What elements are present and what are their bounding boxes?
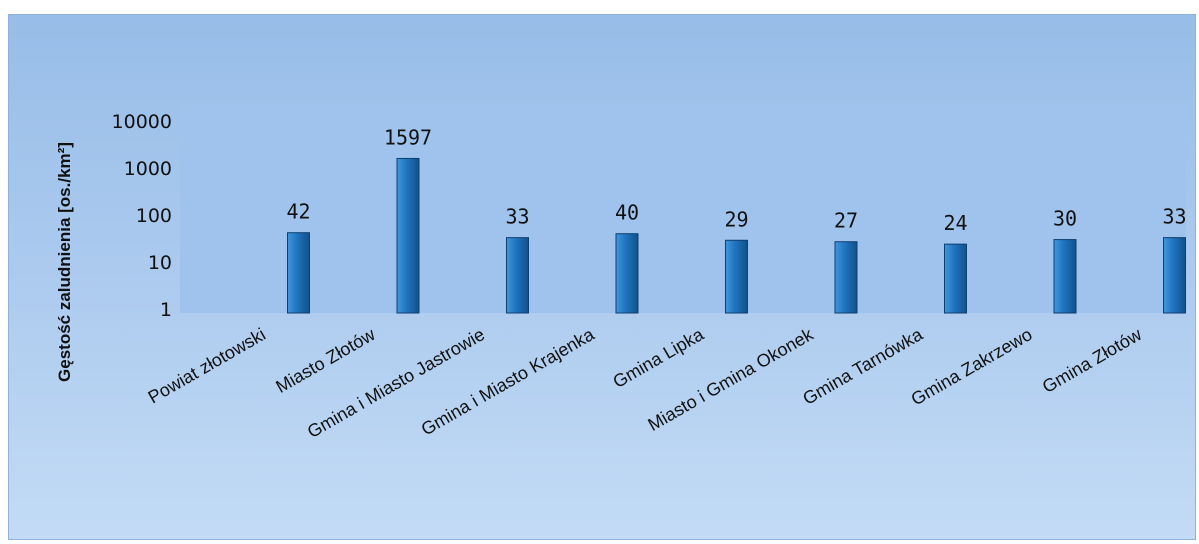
y-tick-label: 10 <box>148 252 172 274</box>
data-label: 29 <box>724 207 748 231</box>
data-label: 24 <box>943 211 967 235</box>
bar <box>1053 239 1077 314</box>
category-label: Gmina Złotów <box>1039 324 1146 397</box>
bar <box>1163 237 1186 314</box>
y-tick-label: 10000 <box>112 111 172 133</box>
category-label: Gmina Lipka <box>609 324 707 392</box>
bar <box>396 157 420 314</box>
bar <box>615 233 639 314</box>
category-label: Gmina i Miasto Jastrowie <box>304 324 488 442</box>
bar <box>944 243 967 314</box>
category-label: Gmina Zakrzewo <box>908 324 1036 409</box>
data-label: 33 <box>1162 205 1186 229</box>
category-label: Gmina Tarnówka <box>799 324 927 409</box>
y-tick-label: 1000 <box>124 158 172 180</box>
bar <box>287 232 310 314</box>
category-label: Powiat złotowski <box>145 324 269 407</box>
data-label: 1597 <box>384 125 432 149</box>
data-label: 27 <box>834 209 858 233</box>
y-axis-label: Gęstość zaludnienia [os./km²] <box>55 142 74 382</box>
y-tick-label: 1 <box>160 299 172 321</box>
data-label: 30 <box>1053 207 1077 231</box>
bar <box>725 239 748 314</box>
bar <box>506 237 529 314</box>
category-label: Miasto Złotów <box>272 324 379 397</box>
plot-area <box>180 105 1186 313</box>
category-label: Gmina i Miasto Krajenka <box>418 324 599 440</box>
data-label: 42 <box>286 200 310 224</box>
y-tick-label: 100 <box>136 205 172 227</box>
data-label: 40 <box>615 201 639 225</box>
bar <box>834 241 858 314</box>
data-label: 33 <box>505 205 529 229</box>
